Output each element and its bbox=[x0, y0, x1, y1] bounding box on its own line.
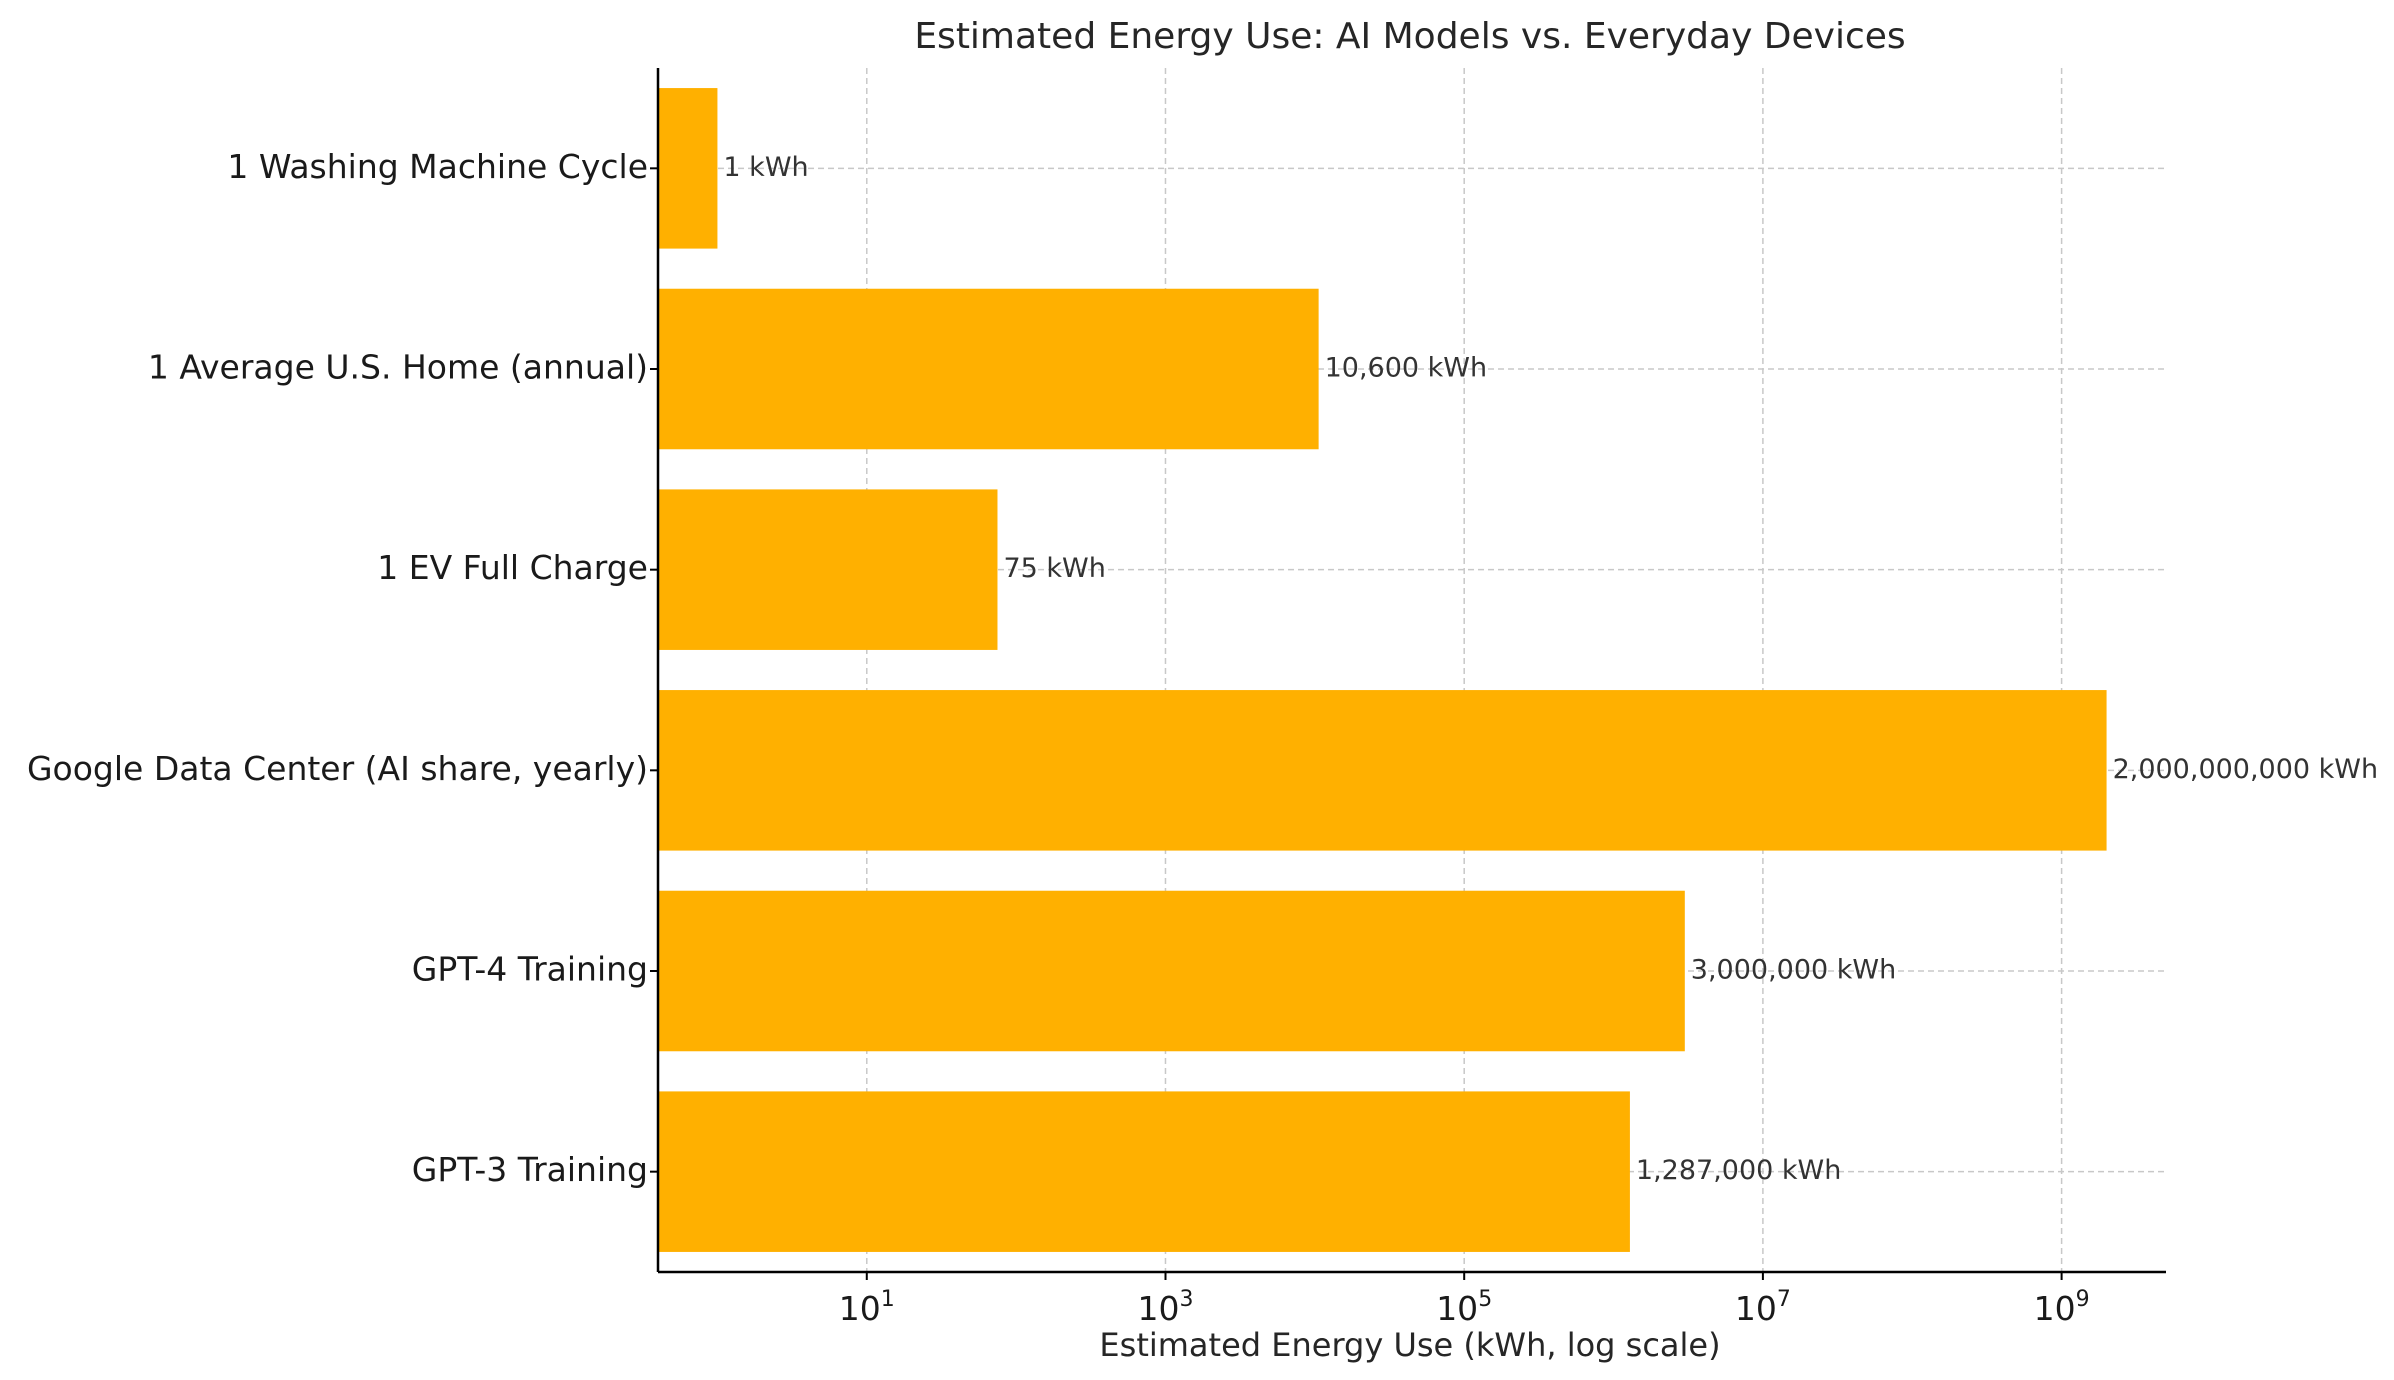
bar-0 bbox=[658, 88, 718, 249]
label-layer: 1 Washing Machine Cycle 1 kWh 1 Average U.… bbox=[27, 147, 2378, 1328]
x-tick-label-4: 109 bbox=[2034, 1287, 2090, 1328]
bar-5 bbox=[658, 1091, 1630, 1252]
bar-1 bbox=[658, 288, 1319, 450]
category-label-3: Google Data Center (AI share, yearly) bbox=[27, 749, 648, 788]
axis-layer bbox=[650, 68, 2166, 1280]
x-tick-label-2: 105 bbox=[1436, 1287, 1492, 1328]
data-label-2: 75 kWh bbox=[1003, 553, 1105, 584]
x-tick-label-3: 107 bbox=[1735, 1287, 1791, 1328]
data-label-0: 1 kWh bbox=[723, 152, 808, 183]
category-label-2: 1 EV Full Charge bbox=[377, 548, 648, 587]
bar-layer bbox=[658, 88, 2107, 1252]
bar-2 bbox=[658, 489, 998, 650]
x-tick-label-0: 101 bbox=[839, 1287, 895, 1328]
bar-4 bbox=[658, 890, 1685, 1052]
bar-3 bbox=[658, 690, 2107, 851]
category-label-4: GPT-4 Training bbox=[412, 950, 648, 989]
x-axis-label: Estimated Energy Use (kWh, log scale) bbox=[1099, 1326, 1720, 1364]
category-label-0: 1 Washing Machine Cycle bbox=[227, 147, 648, 186]
x-tick-label-1: 103 bbox=[1137, 1287, 1193, 1328]
category-label-5: GPT-3 Training bbox=[412, 1150, 648, 1189]
data-label-3: 2,000,000,000 kWh bbox=[2113, 754, 2379, 785]
chart-title: Estimated Energy Use: AI Models vs. Ever… bbox=[914, 16, 1905, 57]
category-label-1: 1 Average U.S. Home (annual) bbox=[148, 348, 648, 387]
data-label-5: 1,287,000 kWh bbox=[1636, 1155, 1841, 1186]
data-label-4: 3,000,000 kWh bbox=[1691, 955, 1896, 986]
data-label-1: 10,600 kWh bbox=[1325, 353, 1488, 384]
